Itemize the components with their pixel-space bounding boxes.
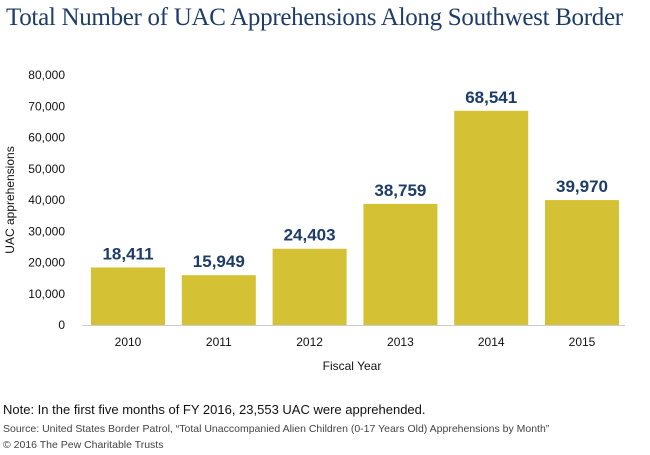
bar-2010 [91,267,165,325]
copyright-text: © 2016 The Pew Charitable Trusts [3,439,164,451]
y-tick-label: 70,000 [28,99,65,113]
bar-2014 [454,110,529,325]
y-axis-label: UAC apprehensions [3,146,17,253]
y-tick-label: 40,000 [28,193,65,207]
y-tick-label: 0 [58,318,65,332]
x-axis-label: Fiscal Year [323,359,382,373]
data-label: 68,541 [465,88,517,107]
bar-2015 [545,200,619,325]
data-label: 18,411 [102,244,153,263]
x-tick-label: 2014 [478,335,505,349]
x-tick-label: 2015 [569,335,596,349]
bar-2011 [181,275,256,325]
bar-2013 [363,203,438,325]
x-tick-label: 2010 [115,335,142,349]
y-tick-label: 10,000 [28,287,65,301]
y-tick-label: 80,000 [28,68,65,82]
y-tick-label: 50,000 [28,162,65,176]
y-tick-label: 60,000 [28,131,65,145]
x-tick-label: 2011 [206,335,232,349]
y-tick-label: 20,000 [28,256,65,270]
source-text: Source: United States Border Patrol, “To… [3,423,550,435]
x-tick-label: 2012 [296,335,323,349]
x-tick-label: 2013 [387,335,414,349]
data-label: 15,949 [193,252,245,271]
chart-title: Total Number of UAC Apprehensions Along … [6,4,623,31]
bar-2012 [272,248,347,325]
data-label: 38,759 [374,181,426,200]
data-label: 24,403 [284,226,336,245]
note-text: Note: In the first five months of FY 201… [3,402,426,417]
data-label: 39,970 [556,177,608,196]
y-tick-label: 30,000 [28,224,65,238]
